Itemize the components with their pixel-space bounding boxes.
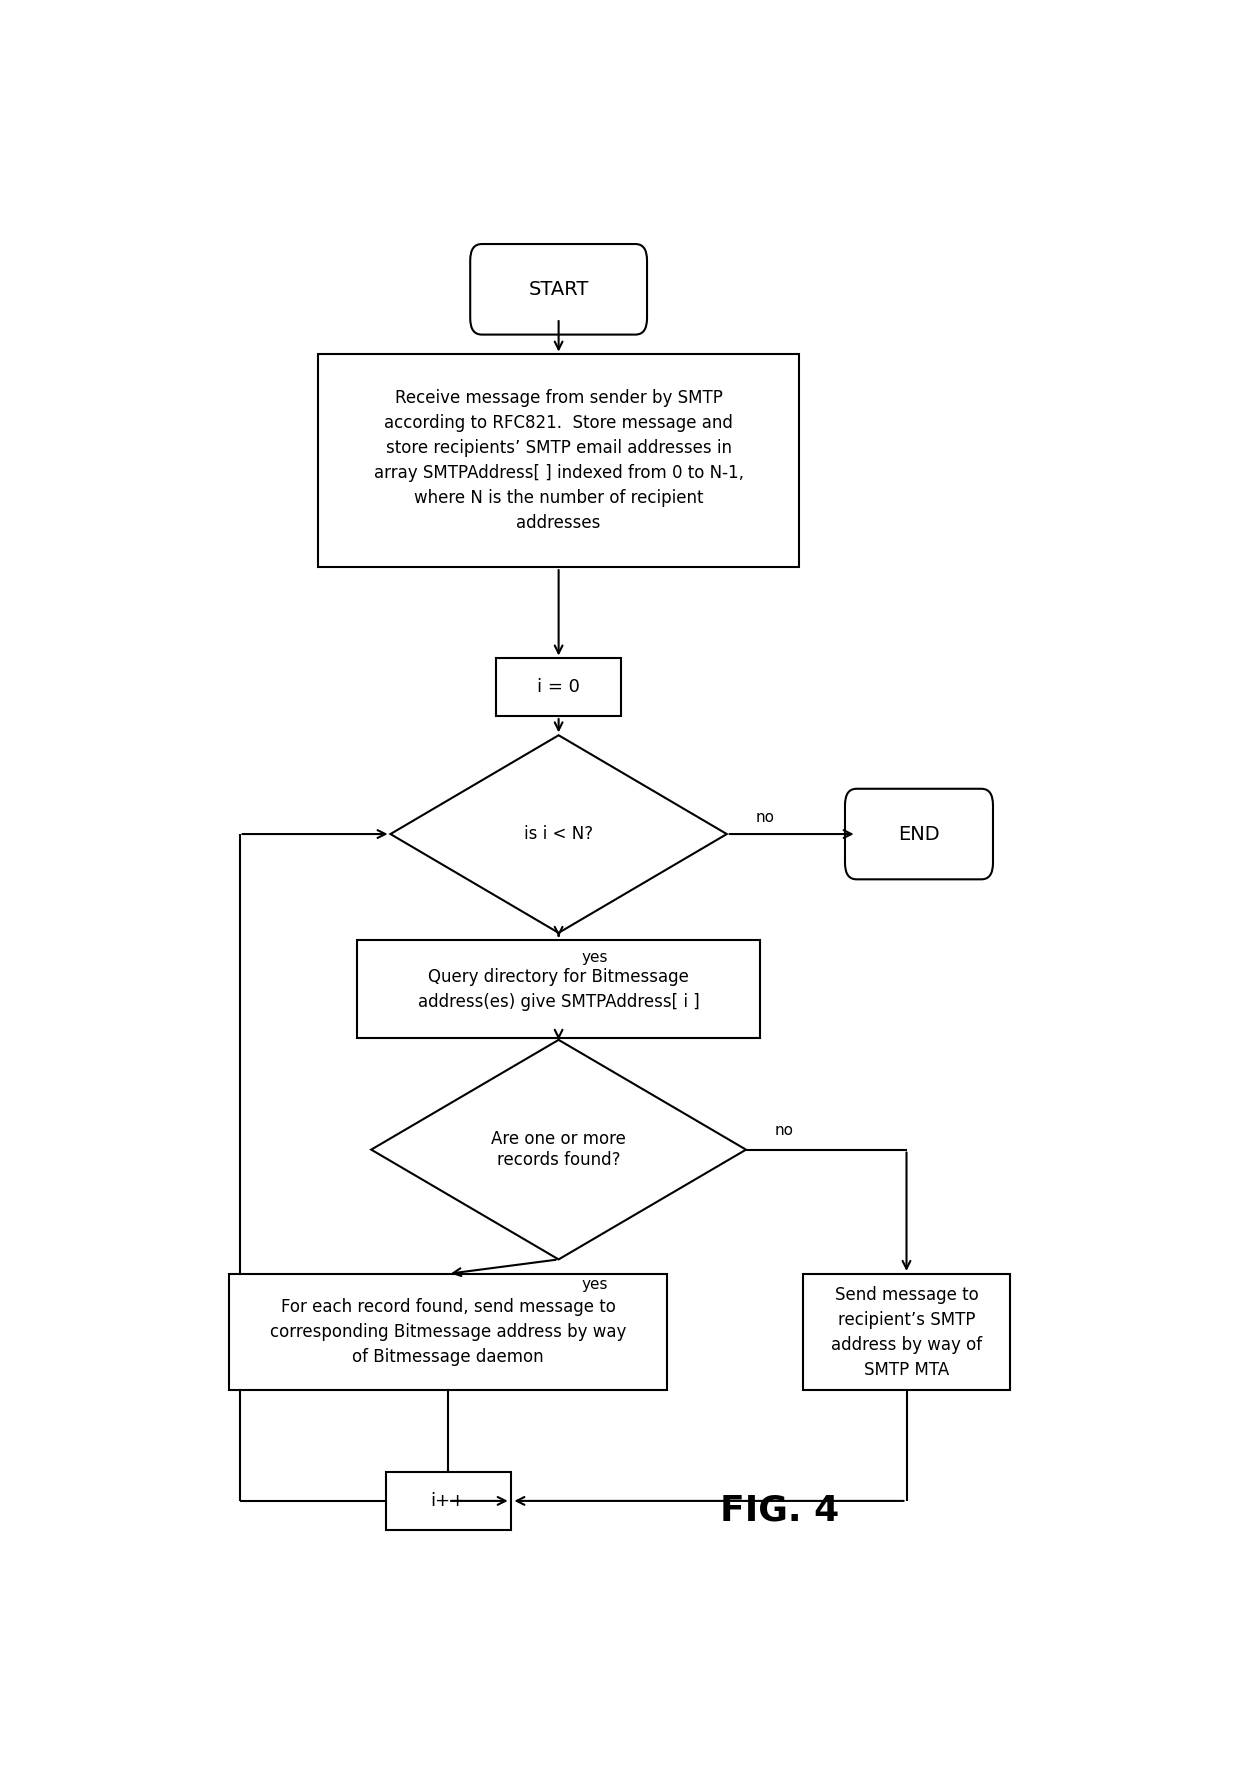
Polygon shape: [391, 736, 727, 932]
Bar: [386, 1472, 511, 1529]
Text: no: no: [775, 1123, 794, 1139]
Polygon shape: [371, 1041, 746, 1260]
Bar: [357, 939, 760, 1039]
Text: Query directory for Bitmessage
address(es) give SMTPAddress[ i ]: Query directory for Bitmessage address(e…: [418, 968, 699, 1010]
Text: yes: yes: [582, 950, 609, 966]
Text: Receive message from sender by SMTP
according to RFC821.  Store message and
stor: Receive message from sender by SMTP acco…: [373, 388, 744, 533]
Text: Are one or more
records found?: Are one or more records found?: [491, 1130, 626, 1169]
FancyBboxPatch shape: [844, 789, 993, 879]
Text: no: no: [755, 811, 775, 825]
Text: i = 0: i = 0: [537, 679, 580, 697]
Bar: [496, 658, 621, 716]
Bar: [229, 1274, 667, 1390]
Text: i++: i++: [430, 1492, 466, 1509]
Bar: [804, 1274, 1009, 1390]
Text: yes: yes: [582, 1276, 609, 1292]
Text: For each record found, send message to
corresponding Bitmessage address by way
o: For each record found, send message to c…: [270, 1297, 626, 1367]
Text: START: START: [528, 280, 589, 299]
FancyBboxPatch shape: [470, 244, 647, 335]
Text: FIG. 4: FIG. 4: [720, 1493, 839, 1527]
Text: is i < N?: is i < N?: [525, 825, 593, 843]
Bar: [319, 355, 799, 567]
Text: END: END: [898, 825, 940, 843]
Text: Send message to
recipient’s SMTP
address by way of
SMTP MTA: Send message to recipient’s SMTP address…: [831, 1285, 982, 1379]
